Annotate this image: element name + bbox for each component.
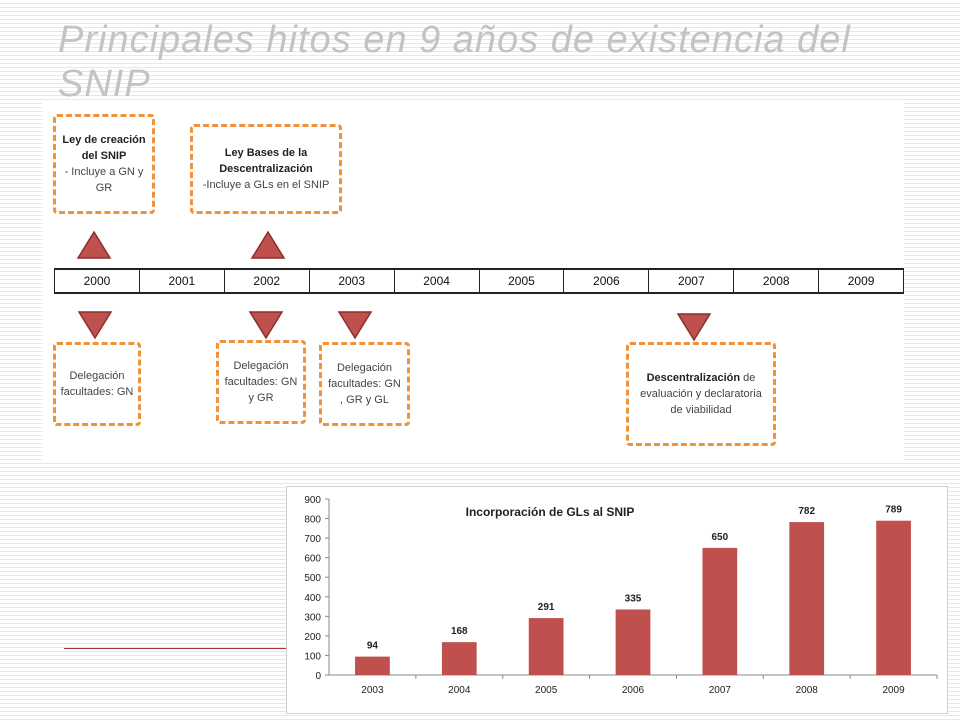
chart-container: 0 100 200 300 400 500 600 700 800 900 94 2003 168 200… <box>286 486 948 714</box>
data-label: 782 <box>798 506 815 517</box>
triangle-down-icon <box>248 311 284 340</box>
x-tick-label: 2008 <box>796 685 819 696</box>
milestone-detail: Delegación facultades: GN , GR y GL <box>328 362 401 406</box>
bar <box>355 656 390 675</box>
timeline-year: 2002 <box>223 270 309 292</box>
triangle-up-icon <box>76 230 112 259</box>
data-label: 335 <box>625 593 642 604</box>
y-tick-label: 200 <box>304 632 321 643</box>
data-label: 789 <box>885 505 902 516</box>
x-tick-label: 2005 <box>535 685 558 696</box>
timeline-year: 2009 <box>818 270 905 292</box>
timeline-year: 2001 <box>138 270 224 292</box>
bar <box>615 609 651 675</box>
milestone-detail: de evaluación y declaratoria de viabilid… <box>640 372 762 416</box>
x-tick-label: 2004 <box>448 685 471 696</box>
milestone-box-ley-bases: Ley Bases de la Descentralización -Inclu… <box>190 124 342 214</box>
triangle-down-icon <box>77 311 113 340</box>
y-tick-label: 800 <box>304 515 321 526</box>
milestone-box-delegacion-gn-gr-gl: Delegación facultades: GN , GR y GL <box>319 342 410 426</box>
data-label: 168 <box>451 626 468 637</box>
data-label: 94 <box>367 641 379 652</box>
y-tick-label: 100 <box>304 651 321 662</box>
bar <box>702 547 738 675</box>
timeline-year: 2007 <box>648 270 733 292</box>
data-label: 650 <box>712 532 729 543</box>
bar <box>528 618 564 675</box>
y-tick-label: 400 <box>304 593 321 604</box>
y-tick-label: 0 <box>315 671 321 682</box>
bar <box>876 520 911 675</box>
timeline-year: 2003 <box>308 270 394 292</box>
data-label: 291 <box>538 602 555 613</box>
timeline-year: 2000 <box>54 270 139 292</box>
milestone-heading: Ley de creación del SNIP <box>62 134 146 162</box>
timeline-year: 2004 <box>393 270 479 292</box>
milestone-detail: - Incluye a GN y GR <box>64 166 144 194</box>
y-tick-label: 500 <box>304 573 321 584</box>
triangle-up-icon <box>250 230 286 259</box>
milestone-detail: Delegación facultades: GN y GR <box>224 360 298 404</box>
chart-title: Incorporación de GLs al SNIP <box>466 505 635 519</box>
bar <box>789 522 825 675</box>
y-tick-label: 600 <box>304 554 321 565</box>
page-title: Principales hitos en 9 años de existenci… <box>58 19 851 105</box>
milestone-detail: -Incluye a GLs en el SNIP <box>202 179 330 191</box>
milestone-text: Descentralización de evaluación y declar… <box>633 370 769 418</box>
bar-chart: 0 100 200 300 400 500 600 700 800 900 94 2003 168 200… <box>304 495 938 696</box>
x-tick-label: 2006 <box>622 685 645 696</box>
milestone-heading: Ley Bases de la Descentralización <box>219 147 313 175</box>
triangle-down-icon <box>337 311 373 340</box>
timeline-bar: 2000 2001 2002 2003 2004 2005 2006 2007 … <box>54 268 905 294</box>
timeline-year: 2008 <box>733 270 818 292</box>
milestone-box-delegacion-gn-gr: Delegación facultades: GN y GR <box>216 340 306 424</box>
milestone-heading: Descentralización <box>646 372 741 384</box>
bar <box>441 642 477 675</box>
x-tick-label: 2007 <box>709 685 732 696</box>
milestone-box-descentralizacion: Descentralización de evaluación y declar… <box>626 342 776 446</box>
y-tick-label: 700 <box>304 534 321 545</box>
decorative-line <box>64 648 288 649</box>
milestone-detail: Delegación facultades: GN <box>60 370 134 398</box>
x-tick-label: 2003 <box>361 685 384 696</box>
x-tick-label: 2009 <box>882 685 905 696</box>
timeline-year: 2005 <box>478 270 564 292</box>
y-tick-label: 900 <box>304 495 321 506</box>
timeline-year: 2006 <box>563 270 648 292</box>
milestone-box-ley-creacion: Ley de creación del SNIP - Incluye a GN … <box>53 114 155 214</box>
milestone-box-delegacion-gn: Delegación facultades: GN <box>53 342 141 426</box>
y-tick-label: 300 <box>304 612 321 623</box>
triangle-down-icon <box>676 313 712 342</box>
